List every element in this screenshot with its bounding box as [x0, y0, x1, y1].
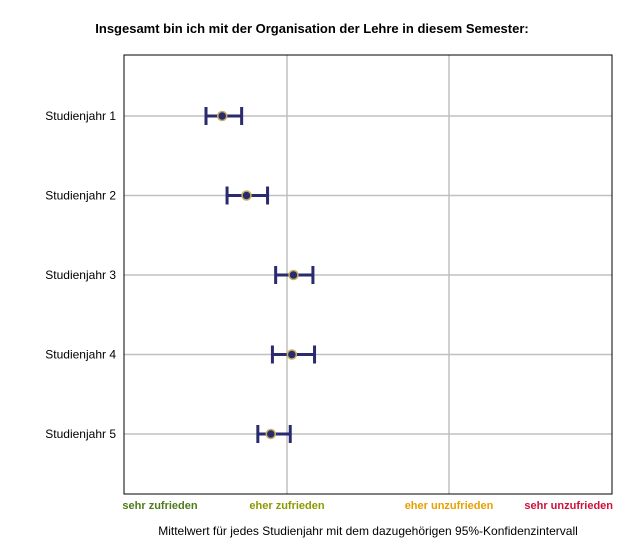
- mean-point: [286, 349, 298, 360]
- mean-point: [265, 428, 277, 440]
- mean-point: [216, 110, 228, 122]
- grid-layer: [124, 55, 612, 494]
- x-tick-label: eher unzufrieden: [405, 500, 494, 512]
- ci-marker: [270, 345, 317, 364]
- chart-title: Insgesamt bin ich mit der Organisation d…: [95, 21, 528, 36]
- x-tick-labels: sehr zufrieden eher zufrieden eher unzufri…: [122, 500, 613, 512]
- ci-marker: [256, 425, 292, 443]
- x-tick-label: eher zufrieden: [249, 500, 324, 512]
- row-label: Studienjahr 5: [45, 427, 116, 441]
- data-marks: [204, 107, 317, 443]
- ci-marker: [274, 266, 315, 284]
- chart-caption: Mittelwert für jedes Studienjahr mit dem…: [158, 524, 578, 538]
- row-labels: Studienjahr 1 Studienjahr 2 Studienjahr 3 S…: [45, 109, 116, 441]
- mean-point: [288, 269, 299, 281]
- row-label: Studienjahr 2: [45, 189, 116, 203]
- row-label: Studienjahr 3: [45, 268, 116, 282]
- x-tick-label: sehr unzufrieden: [524, 500, 613, 512]
- plot-frame: [123, 54, 613, 495]
- mean-point: [241, 190, 252, 201]
- ci-marker: [204, 107, 244, 125]
- row-label: Studienjahr 1: [45, 109, 116, 123]
- x-tick-label: sehr zufrieden: [122, 500, 197, 512]
- row-label: Studienjahr 4: [45, 348, 116, 362]
- ci-marker: [225, 186, 270, 205]
